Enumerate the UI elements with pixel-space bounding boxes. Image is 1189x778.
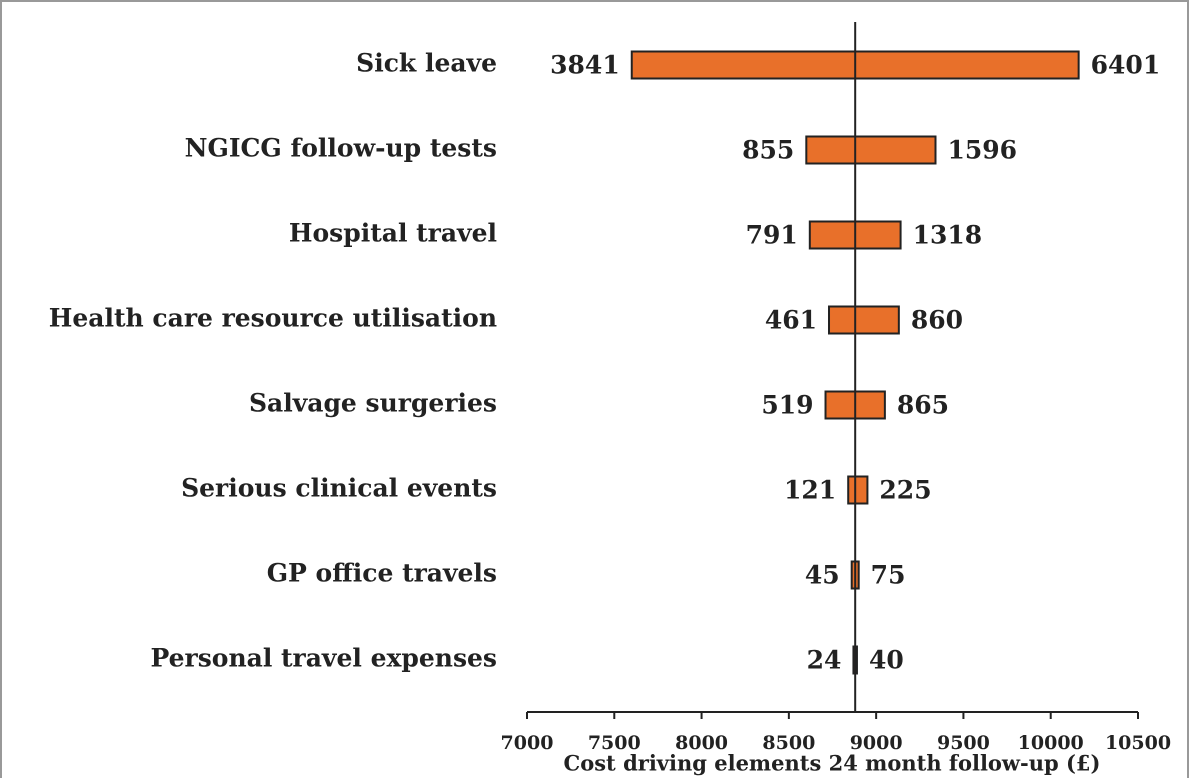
high-label: 225 <box>879 476 931 505</box>
high-label: 6401 <box>1091 51 1161 80</box>
low-label: 121 <box>784 476 836 505</box>
x-tick-label: 7500 <box>588 732 641 754</box>
low-label: 855 <box>742 136 794 165</box>
x-tick-label: 8500 <box>762 732 815 754</box>
category-label: GP office travels <box>267 559 497 588</box>
high-label: 40 <box>869 646 904 675</box>
low-label: 519 <box>761 391 813 420</box>
category-label: Salvage surgeries <box>249 389 497 418</box>
high-label: 860 <box>911 306 963 335</box>
high-label: 75 <box>871 561 906 590</box>
bar <box>847 475 869 505</box>
high-label: 1318 <box>913 221 983 250</box>
x-axis-title: Cost driving elements 24 month follow-up… <box>564 751 1101 776</box>
low-label: 45 <box>805 561 840 590</box>
category-label: Sick leave <box>356 49 497 78</box>
high-label: 1596 <box>947 136 1017 165</box>
x-tick-label: 9000 <box>850 732 903 754</box>
category-label: NGICG follow-up tests <box>185 134 497 163</box>
high-label: 865 <box>897 391 949 420</box>
low-label: 24 <box>807 646 842 675</box>
x-tick-label: 9500 <box>937 732 990 754</box>
low-label: 3841 <box>550 51 620 80</box>
bar <box>828 305 900 335</box>
category-label: Personal travel expenses <box>150 644 497 673</box>
low-label: 461 <box>765 306 817 335</box>
x-tick-label: 10000 <box>1018 732 1084 754</box>
x-tick-label: 10500 <box>1105 732 1171 754</box>
x-tick-label: 8000 <box>675 732 728 754</box>
low-label: 791 <box>746 221 798 250</box>
x-tick-label: 7000 <box>501 732 554 754</box>
bar <box>805 135 937 165</box>
category-label: Health care resource utilisation <box>49 304 497 333</box>
category-label: Hospital travel <box>289 219 497 248</box>
category-label: Serious clinical events <box>181 474 497 503</box>
